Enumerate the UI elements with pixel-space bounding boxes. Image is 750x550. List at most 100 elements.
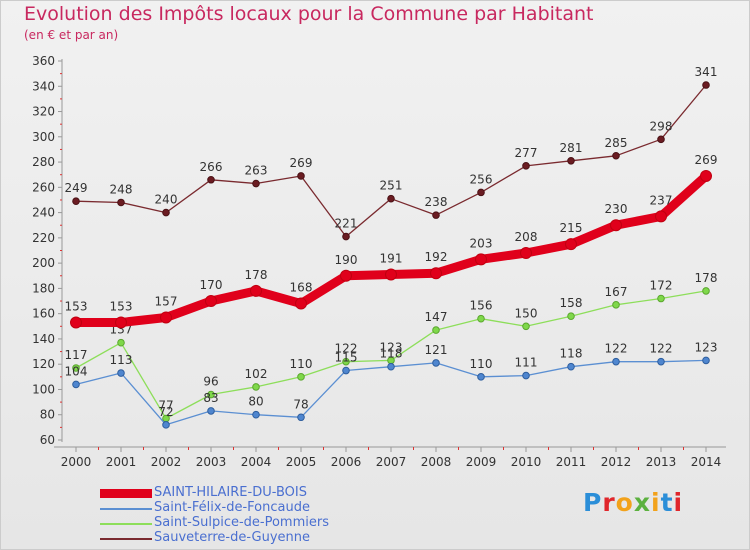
data-label: 191: [380, 252, 403, 266]
data-label: 192: [425, 250, 448, 264]
y-tick-label: 200: [32, 256, 55, 270]
data-label: 156: [470, 299, 493, 313]
data-point: [162, 208, 170, 217]
data-label: 256: [470, 172, 493, 186]
data-point: [207, 175, 215, 184]
data-label: 104: [65, 364, 88, 378]
data-label: 80: [248, 395, 263, 409]
y-tick-label: 280: [32, 155, 55, 169]
y-tick-label: 320: [32, 105, 55, 119]
data-point: [205, 295, 217, 308]
x-tick-label: 2000: [61, 455, 92, 469]
data-point: [522, 371, 530, 380]
x-tick-label: 2012: [601, 455, 632, 469]
data-label: 178: [695, 271, 718, 285]
data-point: [342, 366, 350, 375]
y-tick-label: 140: [32, 332, 55, 346]
data-point: [162, 421, 170, 429]
series-layer: 249 248 240 266 263 269 221 251 238 256 277 281 285 2…: [65, 65, 718, 429]
data-point: [340, 269, 352, 282]
logo-letter: o: [615, 488, 634, 517]
data-point: [117, 369, 125, 377]
data-point: [297, 172, 305, 180]
x-tick-label: 2014: [691, 455, 722, 469]
legend-entry: Sauveterre-de-Guyenne: [100, 530, 400, 546]
axes: 60 80 100 120 140 160 180 200 220 240 260 280 300 320…: [32, 54, 726, 469]
y-tick-label: 340: [32, 79, 55, 93]
y-tick-label: 220: [32, 231, 55, 245]
data-point: [612, 301, 620, 309]
data-label: 78: [293, 397, 308, 411]
data-label: 118: [380, 347, 403, 361]
data-point: [612, 151, 620, 160]
y-tick-label: 260: [32, 180, 55, 194]
data-label: 248: [110, 182, 133, 196]
data-label: 72: [158, 405, 173, 419]
data-label: 118: [560, 347, 583, 361]
series-sauveterre-de-guyenne: 249 248 240 266 263 269 221 251 238 256 277 281 285 2…: [65, 65, 717, 241]
data-point: [72, 364, 80, 372]
x-tick-label: 2008: [421, 455, 452, 469]
data-point: [160, 311, 172, 324]
y-tick-label: 120: [32, 357, 55, 371]
data-point: [612, 357, 620, 366]
data-label: 113: [110, 353, 133, 367]
data-point: [72, 380, 80, 389]
data-label: 158: [560, 296, 583, 310]
legend-label: Saint-Félix-de-Foncaude: [154, 500, 310, 515]
data-point: [477, 314, 485, 323]
legend-swatch: [100, 508, 152, 510]
logo-letter: x: [633, 488, 651, 517]
data-point: [657, 357, 665, 366]
logo-letter: t: [660, 488, 674, 517]
data-label: 147: [425, 310, 448, 324]
y-tick-label: 80: [40, 408, 55, 422]
data-label: 208: [515, 230, 538, 244]
legend-swatch: [100, 523, 152, 525]
data-label: 121: [425, 343, 448, 357]
data-label: 83: [203, 391, 218, 405]
data-label: 178: [245, 268, 268, 282]
data-point: [477, 188, 485, 197]
data-point: [702, 81, 710, 89]
legend-entry: SAINT-HILAIRE-DU-BOIS: [100, 485, 400, 501]
data-label: 111: [515, 356, 538, 370]
data-point: [115, 316, 127, 329]
data-label: 269: [290, 156, 313, 170]
data-point: [117, 338, 125, 347]
legend-swatch: [100, 538, 152, 540]
data-point: [252, 383, 260, 391]
chart-subtitle: (en € et par an): [24, 28, 119, 42]
data-label: 203: [470, 236, 493, 250]
data-label: 285: [605, 136, 628, 150]
data-label: 172: [650, 279, 673, 293]
legend-label: SAINT-HILAIRE-DU-BOIS: [154, 485, 307, 500]
x-tick-label: 2001: [106, 455, 137, 469]
data-point: [72, 197, 80, 206]
y-tick-label: 160: [32, 307, 55, 321]
logo-letter: i: [673, 488, 684, 517]
y-tick-label: 60: [40, 433, 55, 447]
legend-label: Saint-Sulpice-de-Pommiers: [154, 515, 329, 530]
data-point: [657, 294, 665, 303]
data-point: [477, 373, 485, 381]
data-point: [250, 284, 262, 297]
x-tick-label: 2007: [376, 455, 407, 469]
series-saint-felix-de-foncaude: 104 113 72 83 80 78 115 118 121 110 111 118 122 122 12…: [65, 340, 718, 429]
legend-swatch: [100, 489, 152, 498]
data-label: 157: [155, 294, 178, 308]
data-label: 238: [425, 195, 448, 209]
data-point: [207, 407, 215, 415]
data-label: 110: [470, 357, 493, 371]
data-point: [387, 194, 395, 203]
data-point: [252, 410, 260, 419]
data-label: 123: [695, 340, 718, 354]
data-point: [520, 247, 532, 260]
data-label: 277: [515, 146, 538, 160]
logo-letter: r: [602, 488, 616, 517]
data-point: [385, 268, 397, 281]
data-label: 240: [155, 193, 178, 207]
data-point: [117, 198, 125, 207]
